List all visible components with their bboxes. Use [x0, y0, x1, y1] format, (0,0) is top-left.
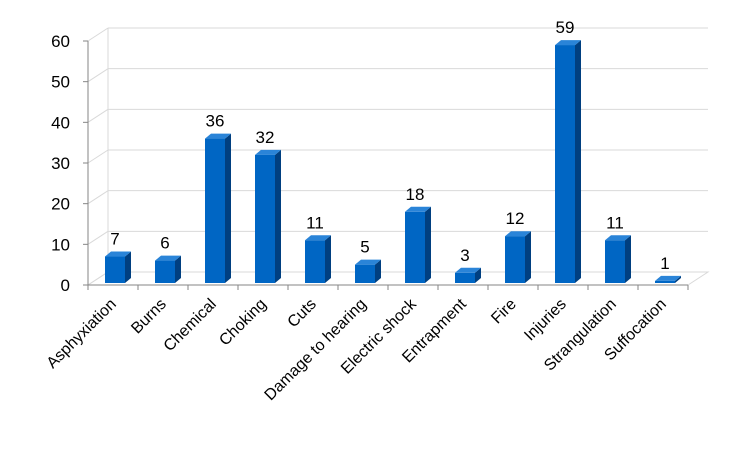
bar-top: [405, 206, 431, 212]
bar-front: [555, 45, 575, 283]
x-category-label: Fire: [488, 296, 520, 328]
gridline-wall: [87, 108, 109, 123]
data-label: 11: [606, 213, 624, 232]
y-tick-label: 30: [51, 154, 70, 173]
bar-side: [275, 149, 281, 283]
x-category-label: Cuts: [285, 296, 320, 331]
bar-side: [375, 259, 381, 283]
bar-top: [355, 259, 381, 265]
axes: [83, 40, 710, 290]
bar-top: [505, 231, 531, 237]
bar-side: [475, 267, 481, 283]
data-label: 1: [660, 254, 669, 273]
bar-side: [675, 275, 681, 283]
bar-top: [105, 251, 131, 257]
x-category-label: Chemical: [161, 296, 220, 355]
bar: [455, 267, 481, 283]
data-label: 32: [256, 128, 275, 147]
y-tick-label: 20: [51, 195, 70, 214]
bar-top: [255, 149, 281, 155]
bar-top: [205, 133, 231, 139]
bar: [605, 235, 631, 283]
bar-side: [575, 40, 581, 283]
bar: [305, 235, 331, 283]
bar-top: [605, 235, 631, 241]
bar: [405, 206, 431, 283]
x-category-label: Asphyxiation: [44, 296, 120, 372]
bar-front: [305, 240, 325, 283]
bar-front: [455, 272, 475, 283]
bar-side: [625, 235, 631, 283]
bars: [105, 40, 681, 283]
bar-front: [355, 264, 375, 283]
bar-front: [155, 260, 175, 283]
data-label: 12: [506, 209, 525, 228]
data-label: 18: [406, 185, 425, 204]
bar: [105, 251, 131, 283]
gridline-wall: [87, 230, 109, 245]
bar-top: [455, 267, 481, 273]
x-category-label: Injuries: [521, 296, 569, 344]
y-tick-label: 60: [51, 32, 70, 51]
gridline-wall: [87, 149, 109, 164]
bar: [355, 259, 381, 283]
data-label: 3: [460, 246, 469, 265]
bar-side: [125, 251, 131, 283]
bar-top: [305, 235, 331, 241]
y-tick-label: 40: [51, 113, 70, 132]
bar-top: [555, 40, 581, 46]
data-label: 6: [160, 234, 169, 253]
y-axis-tick-labels: 0 10 20 30 40 50 60: [51, 32, 70, 295]
bar-front: [105, 256, 125, 283]
bar-side: [325, 235, 331, 283]
gridline-wall: [87, 190, 109, 205]
bar: [555, 40, 581, 283]
bar: [155, 255, 181, 283]
bar-side: [425, 206, 431, 283]
bar-front: [205, 138, 225, 283]
data-label: 11: [306, 213, 324, 232]
bar-front: [255, 154, 275, 283]
x-category-label: Choking: [216, 296, 270, 350]
bar: [255, 149, 281, 283]
x-category-label: Burns: [128, 296, 170, 338]
bar-front: [655, 280, 675, 283]
bar-side: [525, 231, 531, 283]
gridline-wall: [87, 27, 109, 42]
data-label: 36: [206, 112, 225, 131]
data-label: 7: [110, 230, 119, 249]
bar-top: [655, 275, 681, 281]
y-tick-label: 50: [51, 73, 70, 92]
bar-front: [505, 236, 525, 283]
bar-side: [175, 255, 181, 283]
gridline-wall: [87, 68, 109, 83]
data-label: 5: [360, 238, 369, 257]
bar-top: [155, 255, 181, 261]
bar-front: [605, 240, 625, 283]
bar: [205, 133, 231, 283]
bar-front: [405, 211, 425, 283]
bar-side: [225, 133, 231, 283]
y-tick-label: 0: [61, 276, 70, 295]
bar: [655, 275, 681, 283]
y-tick-label: 10: [51, 235, 70, 254]
bar: [505, 231, 531, 283]
data-label: 59: [556, 18, 575, 37]
